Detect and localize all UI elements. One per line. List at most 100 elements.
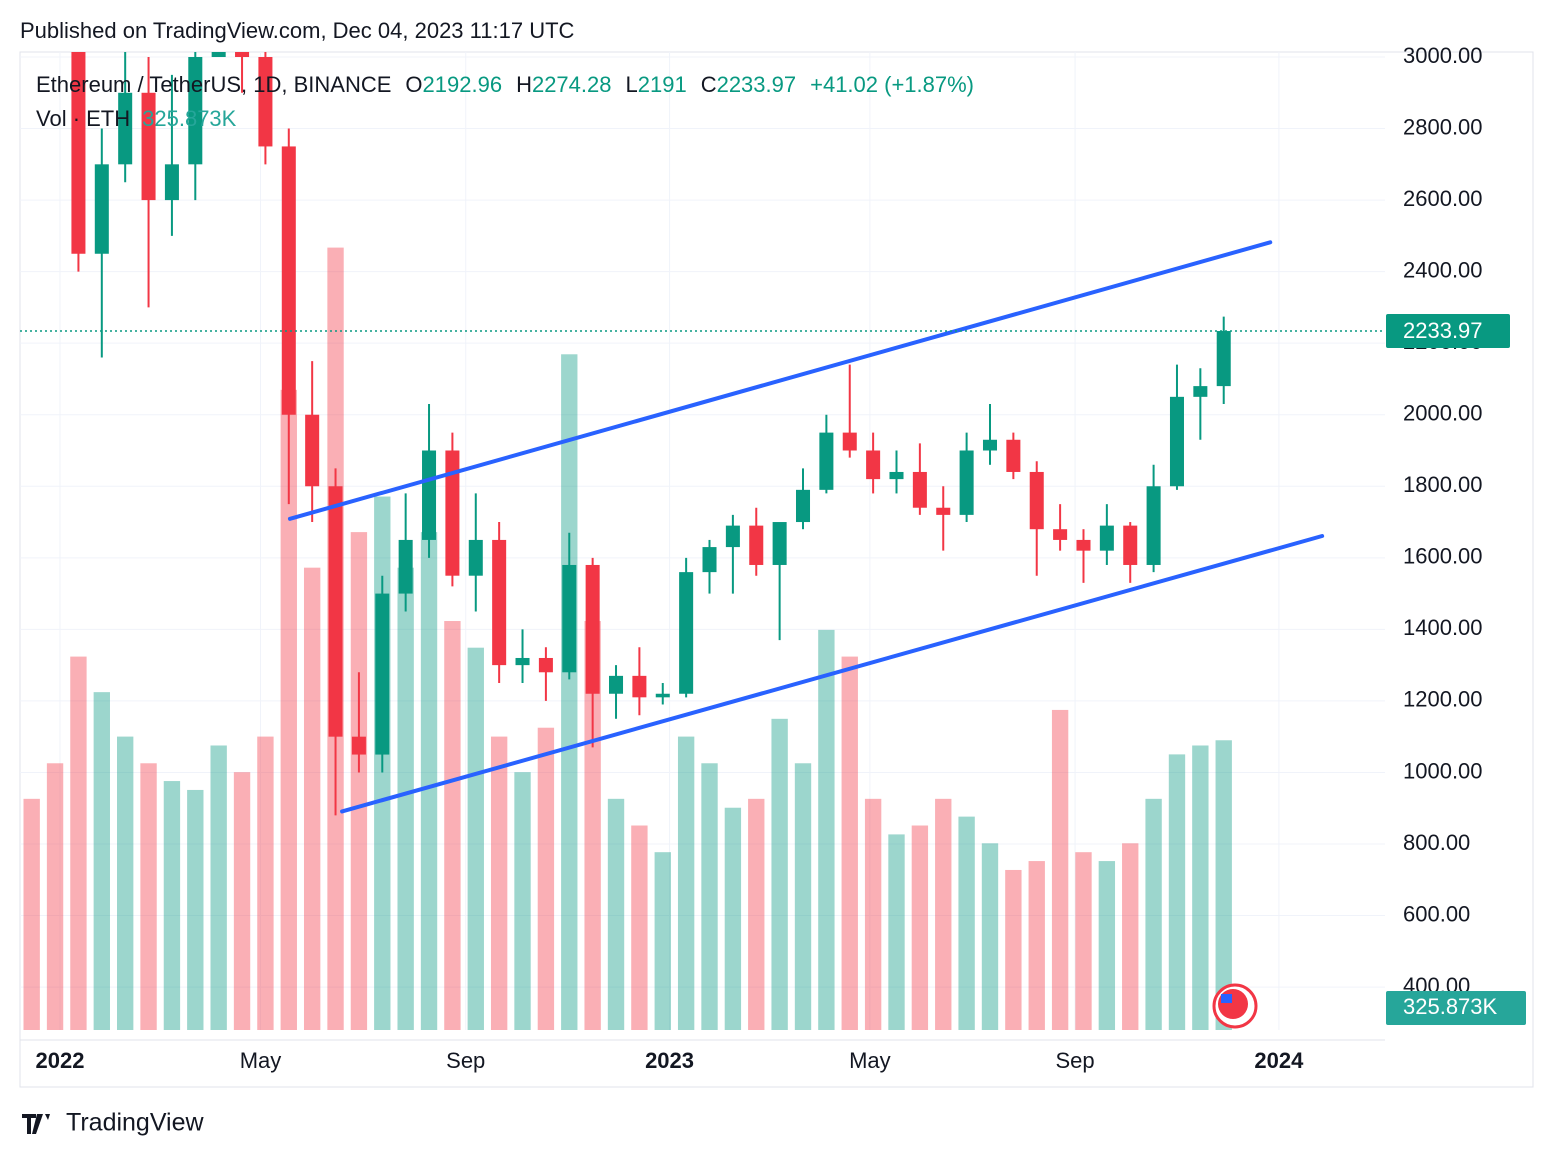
y-tick-label: 3000.00 — [1403, 43, 1483, 68]
candle-body — [1053, 529, 1068, 540]
volume-tag-label: 325.873K — [1403, 994, 1498, 1019]
x-tick-label: May — [240, 1048, 282, 1073]
volume-bar — [607, 798, 625, 1030]
legend-text: H — [516, 72, 532, 97]
candle-body — [585, 564, 600, 694]
candle-body — [1076, 539, 1091, 551]
volume-bar — [841, 656, 858, 1030]
volume-bar — [1028, 861, 1045, 1030]
price-tag — [1386, 314, 1510, 349]
volume-bar — [654, 852, 671, 1030]
candle-body — [562, 564, 577, 673]
volume-bar — [514, 772, 531, 1030]
candle-body — [211, 52, 226, 58]
candle-body — [398, 539, 413, 594]
candle-body — [1146, 486, 1161, 565]
volume-bar — [233, 772, 251, 1030]
x-tick-label: Sep — [1055, 1048, 1094, 1073]
footer-brand: TradingView — [66, 1109, 205, 1137]
volume-bar — [794, 763, 812, 1030]
y-tick-label: 2000.00 — [1403, 401, 1483, 426]
candle-body — [281, 146, 296, 415]
candle-body — [515, 657, 530, 666]
candle-body — [164, 164, 179, 201]
y-tick-label: 1000.00 — [1403, 758, 1483, 783]
volume-bar — [981, 843, 999, 1030]
legend-text: 2233.97 — [717, 72, 797, 97]
candle-body — [445, 450, 460, 576]
volume-bar — [911, 825, 929, 1030]
volume-bar — [584, 621, 601, 1030]
candle-body — [328, 486, 343, 737]
candle-body — [118, 92, 133, 165]
volume-bar — [280, 389, 297, 1030]
volume-bar — [1051, 709, 1069, 1030]
candle-body — [1216, 331, 1231, 387]
candle-body — [749, 525, 764, 565]
volume-bar — [397, 567, 414, 1030]
x-tick-label: 2024 — [1254, 1048, 1304, 1073]
volume-bar — [631, 825, 648, 1030]
volume-bar — [444, 621, 461, 1030]
candle-body — [1193, 386, 1208, 397]
price-tag-label: 2233.97 — [1403, 318, 1483, 343]
candle-body — [538, 657, 553, 673]
volume-bar — [537, 727, 555, 1030]
x-tick-label: 2023 — [645, 1048, 694, 1073]
candle-body — [305, 414, 320, 487]
candle-body — [772, 522, 787, 565]
symbol-legend: Ethereum / TetherUS, 1D, BINANCE O2192.96… — [36, 72, 974, 97]
legend-text: 2191 — [638, 72, 687, 97]
legend-text: 2192.96 — [423, 72, 503, 97]
candle-body — [842, 432, 857, 451]
candle-body — [959, 450, 974, 515]
volume-bar — [350, 532, 368, 1030]
candle-body — [982, 439, 998, 451]
y-tick-label: 1600.00 — [1403, 544, 1483, 569]
volume-bar — [163, 781, 181, 1030]
y-tick-label: 1400.00 — [1403, 615, 1483, 640]
volume-bar — [1005, 869, 1022, 1030]
legend-text: +41.02 (+1.87%) — [810, 72, 974, 97]
volume-bar — [46, 763, 64, 1030]
candle-body — [702, 547, 717, 573]
candle-body — [609, 675, 624, 694]
candle-body — [936, 507, 951, 515]
volume-bar — [210, 745, 227, 1030]
legend-text: 325.873K — [142, 106, 237, 131]
volume-bar — [1192, 745, 1209, 1030]
volume-bar — [1098, 861, 1116, 1030]
volume-bar — [187, 789, 204, 1030]
y-tick-label: 800.00 — [1403, 830, 1470, 855]
y-tick-label: 2800.00 — [1403, 114, 1483, 139]
candle-body — [1029, 471, 1044, 530]
published: Published on TradingView.com, Dec 04, 20… — [20, 18, 575, 43]
volume-legend: Vol · ETH 325.873K — [36, 106, 237, 131]
logo — [22, 1114, 50, 1134]
candle-body — [235, 52, 250, 58]
legend-text: O — [405, 72, 422, 97]
candle-body — [94, 164, 109, 254]
pane-border — [19, 51, 1534, 1088]
volume-bar — [140, 763, 157, 1030]
candle-body — [1099, 525, 1114, 551]
volume-tag — [1386, 991, 1526, 1025]
candle-body — [725, 525, 740, 548]
candle-body — [422, 450, 437, 540]
candle-body — [492, 539, 507, 666]
volume-bar — [1145, 798, 1162, 1030]
candle-body — [1006, 439, 1021, 472]
volume-bar — [818, 629, 835, 1030]
candle-body — [375, 593, 390, 755]
x-tick-label: 2022 — [35, 1048, 84, 1073]
candle-body — [141, 92, 156, 201]
volume-bar — [677, 736, 695, 1030]
candle-body — [632, 675, 647, 698]
trend-line — [287, 240, 1273, 521]
legend-text: L — [625, 72, 637, 97]
candle-body — [351, 736, 366, 755]
volume-bar — [23, 798, 40, 1030]
candle-body — [71, 52, 86, 254]
